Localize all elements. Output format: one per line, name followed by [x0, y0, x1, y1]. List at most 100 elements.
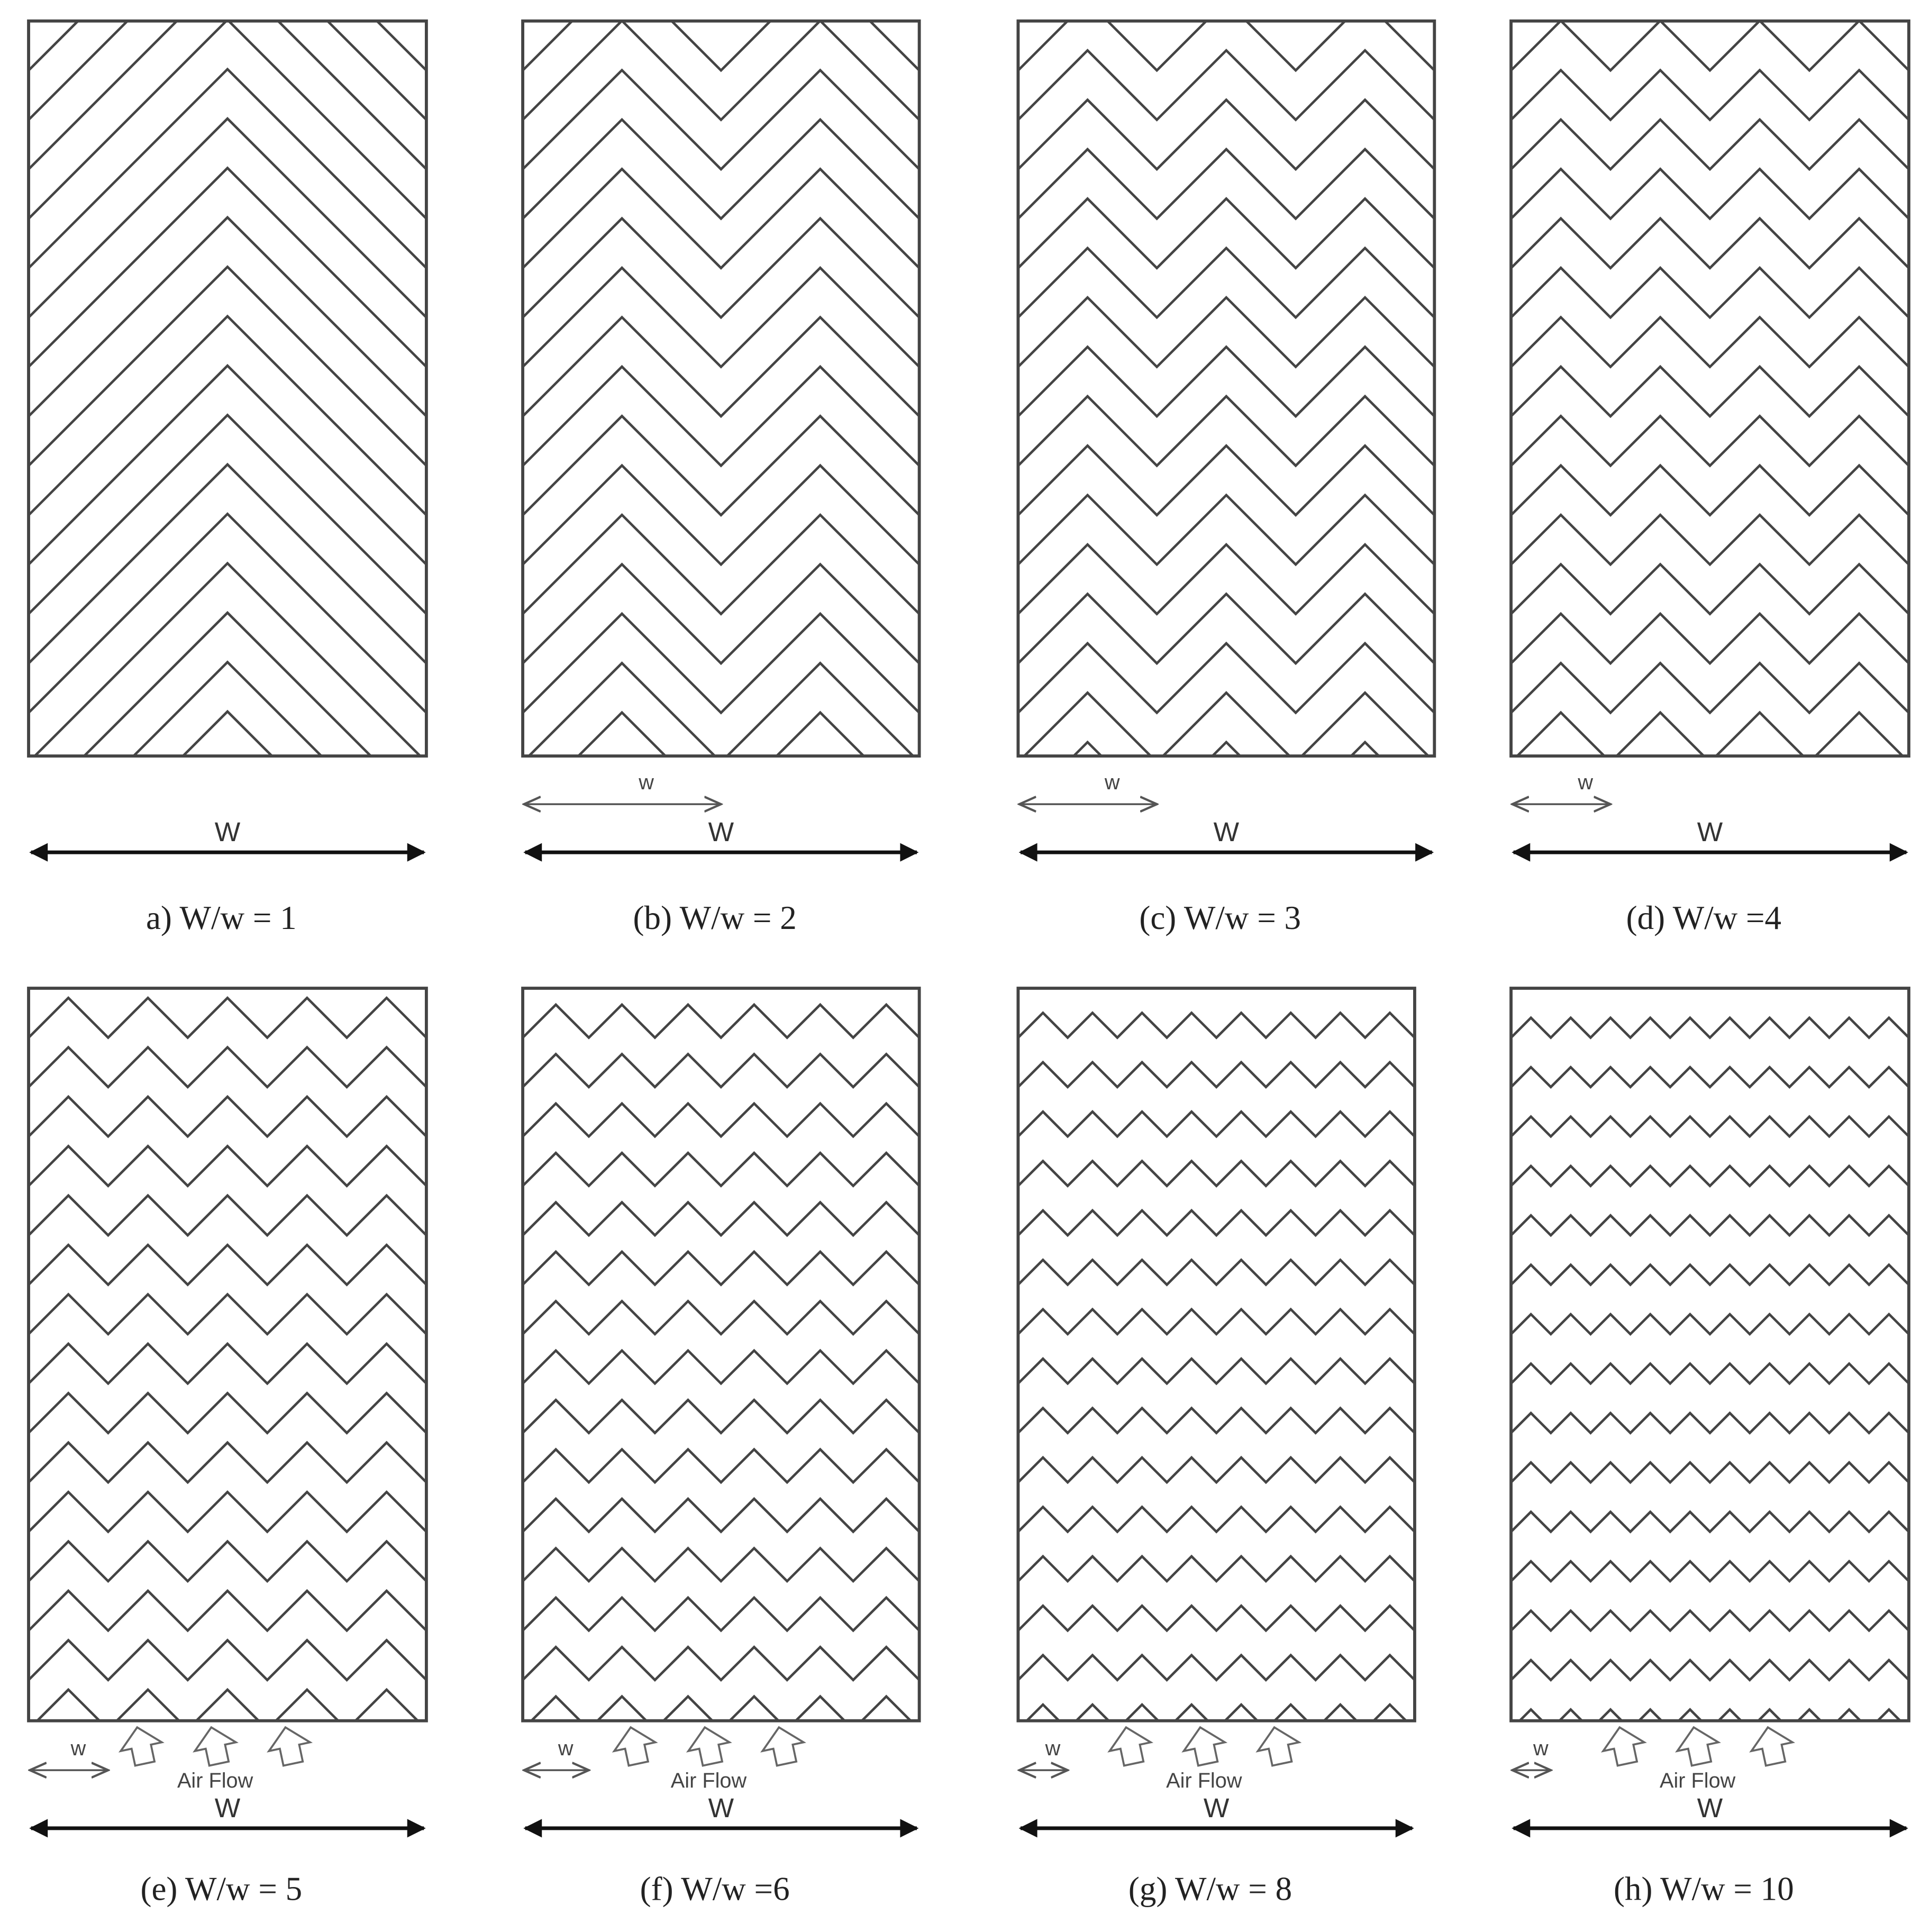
- caption: a) W/w = 1: [146, 899, 297, 936]
- fin-line: [29, 1144, 426, 1188]
- fin-line: [523, 1101, 920, 1138]
- air-flow-arrow: [686, 1726, 732, 1767]
- pitch-label: w: [558, 1737, 573, 1760]
- fin-line: [1511, 1362, 1909, 1386]
- fin-line: [1018, 21, 1435, 72]
- air-flow-arrow: [1107, 1726, 1154, 1767]
- fin-line: [1018, 246, 1435, 320]
- fin-line: [29, 116, 426, 318]
- pitch-label: w: [70, 1737, 86, 1760]
- fin-line: [523, 1596, 920, 1633]
- fin-line: [523, 1052, 920, 1089]
- fin-line: [1511, 1065, 1909, 1089]
- pitch-label: w: [1045, 1737, 1061, 1760]
- panel-frame: [27, 987, 428, 1723]
- fin-line: [29, 21, 426, 121]
- fin-line: [523, 1003, 920, 1040]
- fin-line: [1018, 1159, 1415, 1188]
- panel-frame: [1016, 19, 1436, 758]
- width-label: W: [215, 1792, 241, 1823]
- panel-frame: [27, 19, 428, 758]
- fin-line: [1018, 1357, 1415, 1386]
- fin-line: [523, 463, 920, 567]
- fin-line: [1018, 1011, 1415, 1040]
- fin-line: [523, 1497, 920, 1534]
- zigzag-group: [1511, 21, 1909, 757]
- fin-line: [523, 1348, 920, 1386]
- fin-line: [29, 21, 426, 170]
- fin-line: [523, 1200, 920, 1237]
- air-flow-arrow: [1181, 1726, 1228, 1767]
- zigzag-group: [523, 1003, 920, 1721]
- zigzag-group: [1511, 1016, 1909, 1721]
- fin-line: [523, 1151, 920, 1188]
- fin-line: [29, 1243, 426, 1287]
- fin-line: [1018, 1604, 1415, 1633]
- fin-line: [29, 1292, 426, 1336]
- fin-line: [29, 512, 426, 714]
- fin-line: [1511, 1016, 1909, 1040]
- fin-line: [523, 562, 920, 666]
- air-flow-label: Air Flow: [177, 1769, 253, 1792]
- air-flow-arrow: [1601, 1726, 1647, 1767]
- air-flow-label: Air Flow: [1166, 1769, 1242, 1792]
- fin-line: [1072, 740, 1381, 757]
- fin-line: [35, 1688, 420, 1721]
- fin-line: [523, 266, 920, 369]
- fin-line: [1511, 513, 1909, 567]
- fin-line: [29, 1441, 426, 1484]
- fin-line: [1511, 1312, 1909, 1336]
- air-flow-arrow: [1255, 1726, 1302, 1767]
- fin-line: [29, 1391, 426, 1435]
- fin-line: [1511, 612, 1909, 666]
- fin-line: [1511, 117, 1909, 171]
- panel-frame: [1016, 987, 1416, 1723]
- fin-line: [1018, 1258, 1415, 1287]
- panel: Ww (c) W/w = 3: [1016, 19, 1436, 936]
- fin-line: [1022, 691, 1430, 757]
- panel: Ww Air Flow (h) W/w = 10: [1509, 987, 1910, 1907]
- fin-line: [1018, 295, 1435, 369]
- panel: Ww (d) W/w =4: [1509, 19, 1910, 936]
- panel-frame: [521, 987, 921, 1723]
- fin-line: [1018, 98, 1435, 171]
- air-flow-label: Air Flow: [671, 1769, 747, 1792]
- fin-line: [29, 215, 426, 417]
- fin-line: [1018, 1307, 1415, 1336]
- fin-line: [523, 364, 920, 468]
- caption: (f) W/w =6: [640, 1870, 790, 1907]
- fin-line: [1511, 414, 1909, 468]
- fin-line: [1018, 394, 1435, 468]
- air-flow-arrow: [760, 1726, 806, 1767]
- fin-line: [29, 1638, 426, 1682]
- fin-line: [1511, 216, 1909, 270]
- fin-line: [523, 1645, 920, 1682]
- fin-line: [29, 166, 426, 368]
- fin-line: [1511, 266, 1909, 320]
- fin-line: [1018, 345, 1435, 418]
- fin-line: [1515, 710, 1905, 757]
- fin-line: [29, 1193, 426, 1237]
- fin-line: [1511, 21, 1909, 72]
- fin-line: [1511, 1510, 1909, 1534]
- fin-line: [132, 660, 323, 757]
- fin-line: [1018, 1406, 1415, 1435]
- width-label: W: [708, 1792, 734, 1823]
- fin-line: [1018, 1455, 1415, 1484]
- zigzag-group: [29, 21, 426, 757]
- fin-line: [1511, 1115, 1909, 1138]
- fin-line: [530, 1694, 913, 1721]
- fin-line: [576, 710, 866, 757]
- fin-line: [1511, 167, 1909, 221]
- fin-line: [1511, 562, 1909, 616]
- panel: Ww Air Flow (g) W/w = 8: [1016, 987, 1416, 1907]
- pitch-label: w: [638, 771, 654, 794]
- fin-line: [29, 1045, 426, 1089]
- width-label: W: [1697, 1792, 1723, 1823]
- zigzag-group: [1018, 1011, 1415, 1721]
- fin-line: [1018, 493, 1435, 567]
- fin-line: [523, 1250, 920, 1287]
- fin-line: [29, 21, 426, 220]
- fin-line: [523, 68, 920, 171]
- fin-line: [1018, 48, 1435, 122]
